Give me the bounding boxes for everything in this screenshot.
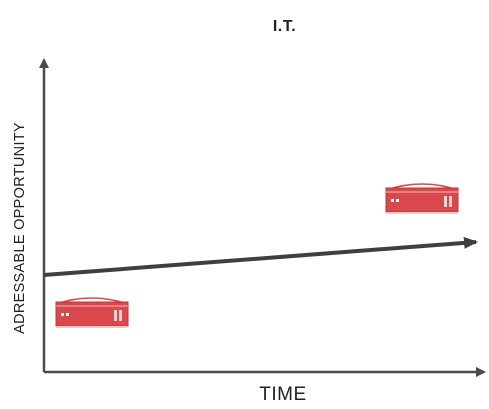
- x-axis-label: TIME: [259, 384, 307, 405]
- server-icon: [55, 297, 129, 328]
- diagram-title: I.T.: [272, 18, 297, 35]
- server-icon: [385, 183, 459, 214]
- trend-arrow: [43, 236, 478, 277]
- y-axis-label: ADRESSABLE OPPORTUNITY: [12, 122, 28, 334]
